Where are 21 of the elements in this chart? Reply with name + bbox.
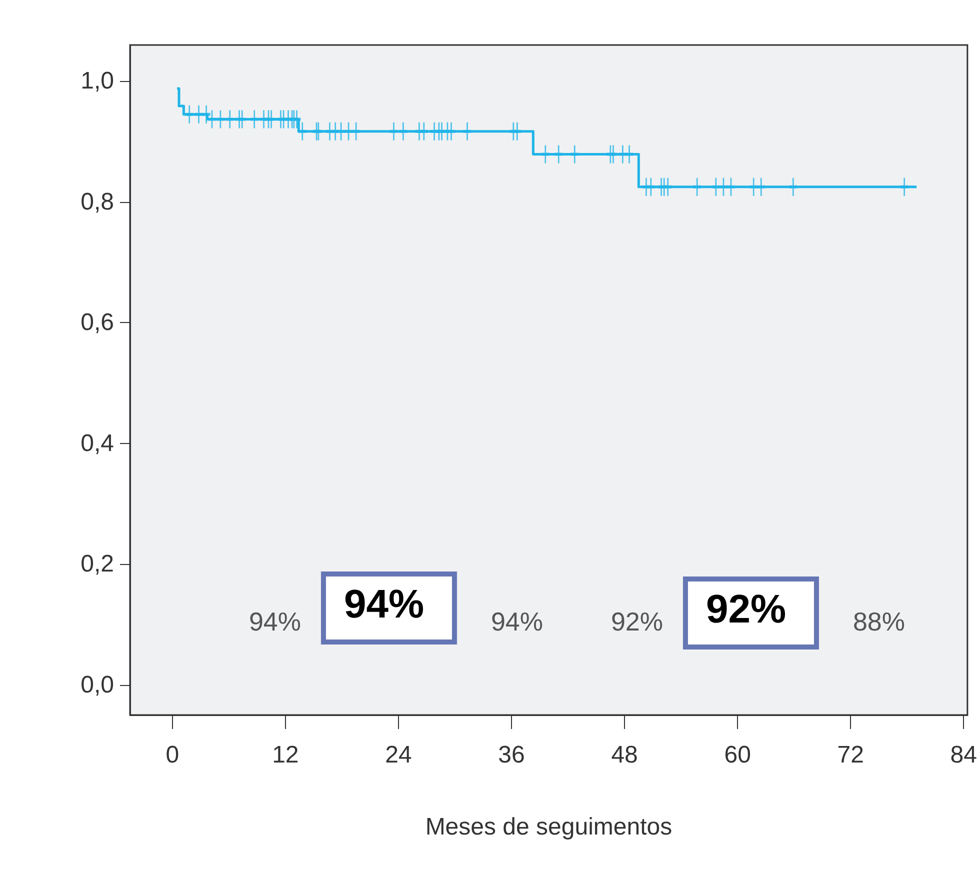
x-tick-label: 48 [611,742,638,768]
y-tick-label: 1,0 [80,68,114,95]
annotation: 94% [320,572,458,644]
x-tick-label: 60 [724,742,751,768]
x-tick-label: 72 [837,742,864,768]
annotation: 88% [852,606,906,638]
y-tick-label: 0,8 [80,188,114,216]
x-tick-label: 12 [272,742,299,768]
x-tick-label: 0 [166,742,180,768]
y-tick-label: 0,4 [80,430,114,457]
x-tick-label: 24 [385,742,412,768]
x-axis-title: Meses de seguimentos [425,814,672,840]
y-tick-label: 0,2 [80,550,114,578]
annotation: 92% [610,606,664,638]
annotation: 94% [248,606,302,638]
annotation: 94% [490,606,544,638]
x-tick-label: 84 [950,742,978,768]
y-tick-label: 0,0 [80,671,114,698]
x-tick-label: 36 [498,742,525,768]
annotation: 92% [682,576,820,650]
y-tick-label: 0,6 [80,309,114,336]
